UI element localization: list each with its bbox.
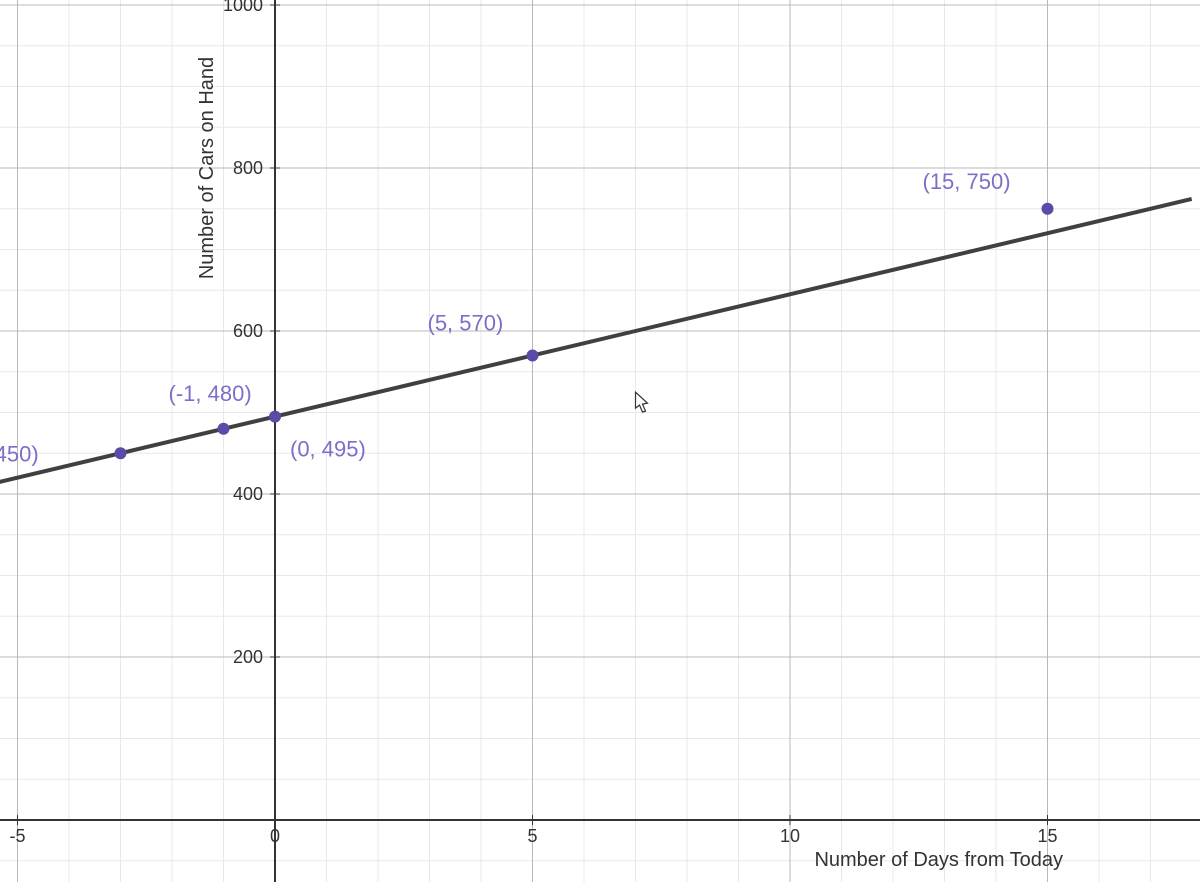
- point-label: (15, 750): [923, 169, 1011, 194]
- data-point: [218, 423, 230, 435]
- point-label: (-1, 480): [169, 381, 252, 406]
- cursor-icon: [636, 392, 648, 412]
- y-tick-label: 600: [233, 321, 263, 341]
- data-points: (-3, 450) (-1, 480) (0, 495) (5, 570) (15, 7…: [0, 169, 1054, 467]
- x-tick-label: -5: [9, 826, 25, 846]
- y-tick-label: 800: [233, 158, 263, 178]
- x-tick-label: 15: [1037, 826, 1057, 846]
- chart-svg: -5 0 5 10 15 200 400 600 800 1000 Number of Days f…: [0, 0, 1200, 882]
- x-tick-label: 0: [270, 826, 280, 846]
- point-label: (-3, 450): [0, 441, 39, 466]
- trend-line: [0, 199, 1192, 492]
- data-point: [269, 411, 281, 423]
- y-tick-label: 400: [233, 484, 263, 504]
- x-tick-label: 10: [780, 826, 800, 846]
- data-point: [527, 349, 539, 361]
- point-label: (5, 570): [428, 310, 504, 335]
- y-axis-title: Number of Cars on Hand: [196, 57, 218, 279]
- data-point: [1042, 203, 1054, 215]
- y-tick-label: 200: [233, 647, 263, 667]
- point-label: (0, 495): [290, 437, 366, 462]
- data-point: [115, 447, 127, 459]
- y-tick-label: 1000: [223, 0, 263, 15]
- chart-container: -5 0 5 10 15 200 400 600 800 1000 Number of Days f…: [0, 0, 1200, 882]
- x-tick-label: 5: [527, 826, 537, 846]
- x-axis-title: Number of Days from Today: [814, 849, 1063, 871]
